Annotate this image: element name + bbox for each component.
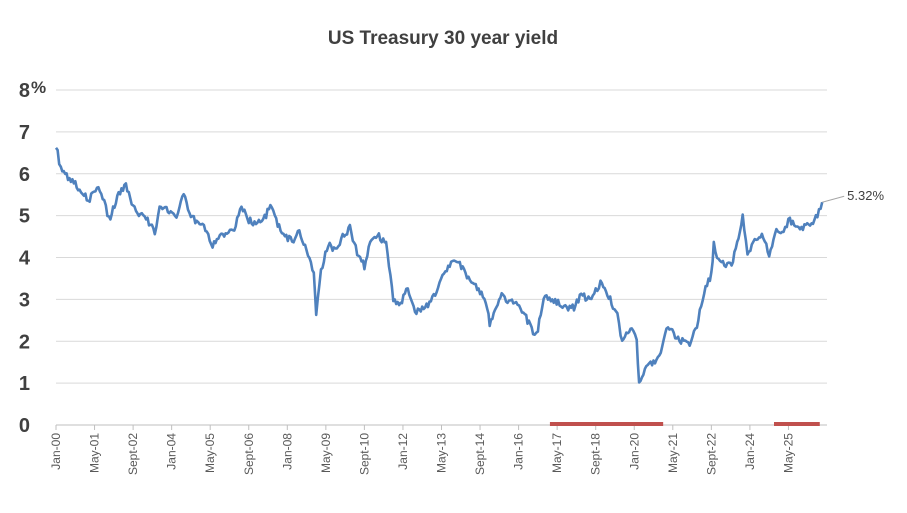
x-tick-label: Sept-10 <box>357 433 371 475</box>
x-tick-label: May-09 <box>319 433 333 473</box>
x-tick-label: Jan-12 <box>396 433 410 470</box>
y-tick-label: 4 <box>19 248 31 270</box>
x-axis-ticks: Jan-00 May-01 Sept-02 Jan-04 May-05 Sept-06 Ja… <box>49 425 795 475</box>
series-line-30y-yield <box>54 147 824 384</box>
series-layer <box>54 147 824 384</box>
x-tick-label: Jan-04 <box>165 433 179 470</box>
x-tick-label: Jan-20 <box>627 433 641 470</box>
x-tick-label: Jan-00 <box>49 433 63 470</box>
x-tick-label: Jan-16 <box>512 433 526 470</box>
x-tick-label: May-25 <box>781 433 795 473</box>
y-tick-label: 0 <box>19 415 30 437</box>
y-tick-label: 2 <box>19 331 30 353</box>
x-tick-label: May-17 <box>550 433 564 473</box>
y-tick-label: 1 <box>19 373 30 395</box>
chart-title: US Treasury 30 year yield <box>328 28 558 49</box>
end-label-leader <box>822 195 845 203</box>
x-tick-label: Sept-22 <box>704 433 718 475</box>
x-tick-label: Sept-02 <box>126 433 140 475</box>
x-tick-label: May-21 <box>666 433 680 473</box>
y-axis-ticks: 0 1 2 3 4 5 6 7 8% <box>19 78 46 437</box>
x-tick-label: Sept-14 <box>473 433 487 475</box>
y-tick-label: 5 <box>19 206 30 228</box>
end-label-group: 5.32% <box>822 188 884 203</box>
x-tick-label: Jan-08 <box>280 433 294 470</box>
end-value-label: 5.32% <box>847 188 884 203</box>
x-tick-label: May-01 <box>88 433 102 473</box>
y-unit-suffix: % <box>31 78 46 97</box>
x-tick-label: Sept-06 <box>242 433 256 475</box>
x-tick-label: Jan-24 <box>743 433 757 470</box>
x-tick-label: May-05 <box>203 433 217 473</box>
y-tick-label: 6 <box>19 164 30 186</box>
x-tick-label: May-13 <box>435 433 449 473</box>
grid-lines <box>56 89 827 426</box>
x-tick-label: Sept-18 <box>589 433 603 475</box>
y-tick-label: 3 <box>19 289 30 311</box>
y-tick-label: 8 <box>19 80 30 102</box>
y-tick-label: 7 <box>19 122 30 144</box>
